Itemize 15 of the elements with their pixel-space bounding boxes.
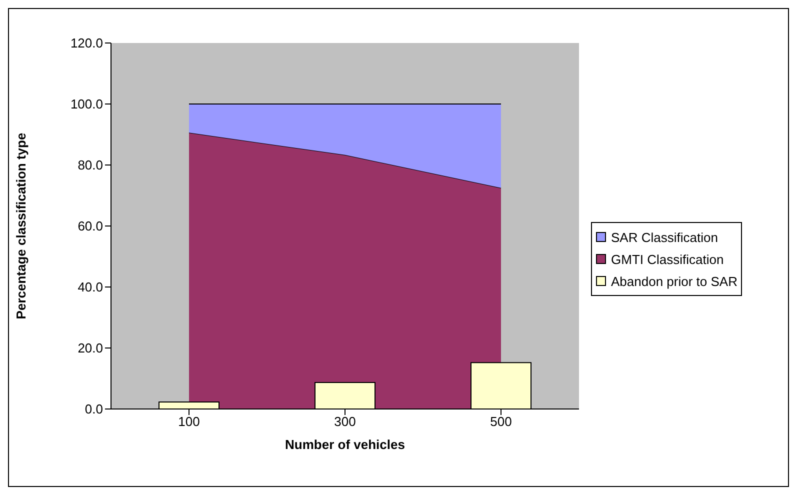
legend-label: SAR Classification — [610, 228, 719, 246]
y-tick-label: 100.0 — [70, 96, 103, 112]
y-tick-label: 80.0 — [78, 158, 103, 173]
x-tick-label: 100 — [178, 414, 200, 430]
x-tick-label: 300 — [334, 414, 356, 430]
y-tick-label: 0.0 — [84, 402, 103, 417]
y-tick-label: 20.0 — [78, 340, 103, 356]
y-tick-label: 40.0 — [78, 280, 103, 295]
y-tick-label: 60.0 — [78, 218, 103, 234]
y-tick-label: 120.0 — [70, 36, 103, 51]
legend-label: Abandon prior to SAR — [610, 272, 738, 291]
x-tick-label: 500 — [490, 414, 512, 430]
x-axis-title: Number of vehicles — [285, 437, 405, 452]
y-axis-title: Percentage classification type — [14, 132, 29, 320]
legend-label: GMTI Classification — [610, 250, 725, 268]
